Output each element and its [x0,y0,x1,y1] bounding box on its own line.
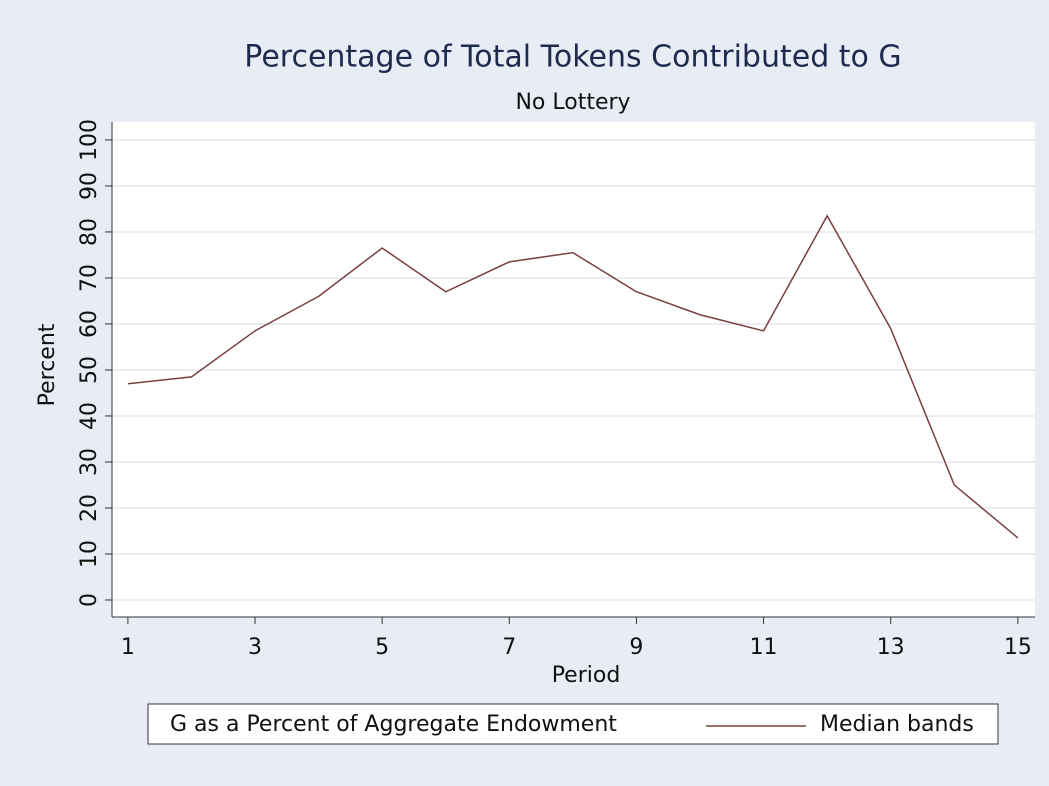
y-tick-label: 90 [77,172,102,200]
legend-label: Median bands [820,712,974,737]
y-tick-label: 20 [77,494,102,522]
x-tick-label: 15 [1004,635,1032,660]
legend-title: G as a Percent of Aggregate Endowment [170,712,617,737]
data-line [127,214,1019,539]
x-tick-label: 5 [375,635,389,660]
x-tick-label: 3 [248,635,262,660]
y-tick-label: 80 [77,218,102,246]
y-tick-label: 70 [77,264,102,292]
y-tick-label: 50 [77,356,102,384]
y-tick-label: 60 [77,310,102,338]
chart-title: Percentage of Total Tokens Contributed t… [244,40,901,75]
x-tick-label: 7 [502,635,516,660]
y-tick-label: 100 [77,119,102,161]
x-axis-label: Period [552,663,621,688]
y-axis-label: Percent [35,323,60,406]
x-tick-label: 13 [877,635,905,660]
x-tick-label: 9 [629,635,643,660]
y-tick-label: 30 [77,448,102,476]
chart-subtitle: No Lottery [515,90,630,115]
y-tick-label: 10 [77,540,102,568]
x-tick-label: 11 [750,635,778,660]
x-tick-label: 1 [121,635,135,660]
legend [147,703,999,745]
y-tick-label: 40 [77,402,102,430]
y-tick-label: 0 [77,593,102,607]
